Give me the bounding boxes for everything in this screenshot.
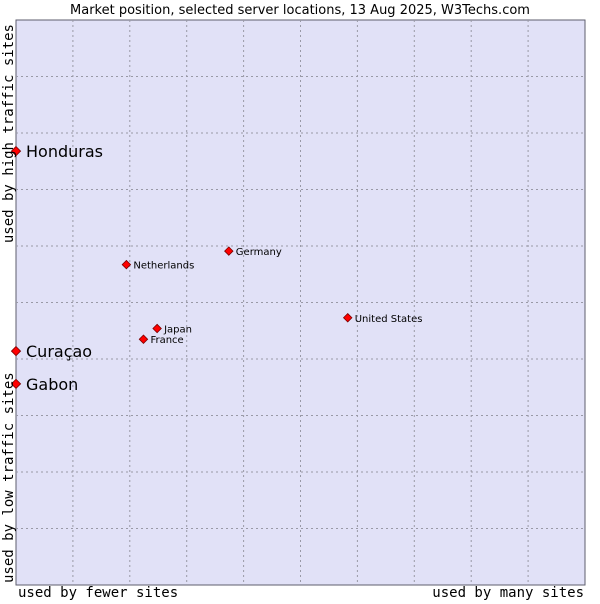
data-point-france: France xyxy=(138,334,184,346)
point-label-gabon: Gabon xyxy=(26,375,78,394)
data-point-gabon: Gabon xyxy=(10,375,78,394)
x-axis-left-label: used by fewer sites xyxy=(18,585,178,600)
point-marker-honduras xyxy=(10,145,22,157)
grid-layer xyxy=(16,20,585,585)
data-point-germany: Germany xyxy=(224,246,282,258)
point-marker-curacao xyxy=(10,345,22,357)
point-label-france: France xyxy=(150,335,183,346)
point-marker-japan xyxy=(152,323,162,334)
point-label-japan: Japan xyxy=(163,324,192,335)
y-axis-high-label: used by high traffic sites xyxy=(1,24,17,243)
y-axis-low-label: used by low traffic sites xyxy=(1,372,17,583)
data-point-netherlands: Netherlands xyxy=(121,259,194,272)
chart-title: Market position, selected server locatio… xyxy=(70,3,530,18)
point-marker-united-states xyxy=(342,312,353,323)
x-axis-right-label: used by many sites xyxy=(432,585,584,600)
data-point-united-states: United States xyxy=(342,312,423,325)
point-label-germany: Germany xyxy=(236,247,282,258)
point-label-curacao: Curaçao xyxy=(26,342,92,361)
point-label-honduras: Honduras xyxy=(26,142,103,161)
point-marker-netherlands xyxy=(121,259,132,270)
data-point-japan: Japan xyxy=(152,323,192,335)
point-marker-gabon xyxy=(10,378,22,390)
points-layer: Honduras Germany Netherlands United States J… xyxy=(10,142,423,394)
point-marker-france xyxy=(138,334,149,344)
point-marker-germany xyxy=(224,246,234,256)
data-point-honduras: Honduras xyxy=(10,142,103,161)
point-label-netherlands: Netherlands xyxy=(133,261,194,272)
data-point-curacao: Curaçao xyxy=(10,342,92,361)
point-label-united-states: United States xyxy=(355,314,423,325)
